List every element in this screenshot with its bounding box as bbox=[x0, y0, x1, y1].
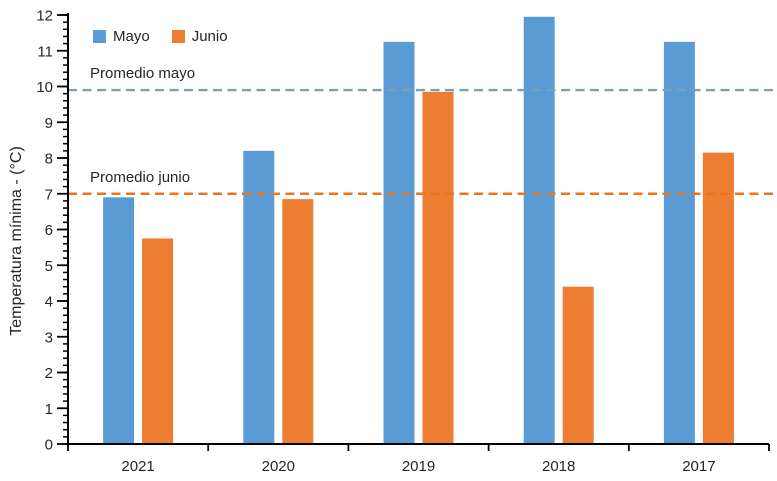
bar-mayo-2017 bbox=[663, 41, 695, 444]
legend-label-junio: Junio bbox=[191, 28, 228, 45]
y-tick-label-1: 1 bbox=[45, 401, 53, 418]
legend-label-mayo: Mayo bbox=[113, 28, 150, 45]
legend-item-junio: Junio bbox=[171, 28, 228, 45]
y-tick-label-3: 3 bbox=[45, 329, 53, 346]
y-tick-label-10: 10 bbox=[36, 79, 53, 96]
y-tick-label-12: 12 bbox=[36, 8, 53, 25]
x-category-label-2019: 2019 bbox=[402, 458, 435, 475]
reference-line-label-promedio-mayo: Promedio mayo bbox=[90, 65, 196, 82]
y-axis-title: Temperatura mínima - (°C) bbox=[8, 146, 25, 336]
legend-swatch-junio-icon bbox=[171, 30, 185, 43]
bar-junio-2019 bbox=[422, 91, 454, 445]
legend-swatch-mayo-icon bbox=[93, 30, 106, 43]
y-tick-label-2: 2 bbox=[45, 365, 53, 382]
y-tick-label-8: 8 bbox=[45, 151, 53, 168]
y-tick-label-11: 11 bbox=[37, 43, 53, 60]
y-tick-label-6: 6 bbox=[45, 222, 53, 239]
legend-item-mayo: Mayo bbox=[93, 28, 150, 45]
x-category-label-2021: 2021 bbox=[121, 458, 154, 475]
bar-junio-2018 bbox=[562, 286, 594, 444]
bar-mayo-2021 bbox=[103, 197, 135, 444]
bar-junio-2017 bbox=[702, 152, 734, 444]
legend: Mayo Junio bbox=[93, 28, 228, 45]
y-tick-label-7: 7 bbox=[45, 186, 53, 203]
y-tick-label-4: 4 bbox=[45, 294, 53, 311]
bar-mayo-2020 bbox=[243, 150, 275, 444]
reference-line-label-promedio-junio: Promedio junio bbox=[90, 169, 191, 186]
y-tick-label-5: 5 bbox=[45, 258, 53, 275]
bar-junio-2021 bbox=[142, 238, 174, 444]
bar-mayo-2018 bbox=[523, 16, 555, 444]
x-category-label-2020: 2020 bbox=[262, 458, 295, 475]
x-category-label-2017: 2017 bbox=[682, 458, 715, 475]
y-tick-label-0: 0 bbox=[45, 437, 53, 454]
bar-mayo-2019 bbox=[383, 41, 415, 444]
y-tick-label-9: 9 bbox=[45, 115, 53, 132]
bar-junio-2020 bbox=[282, 199, 314, 444]
x-category-label-2018: 2018 bbox=[542, 458, 575, 475]
